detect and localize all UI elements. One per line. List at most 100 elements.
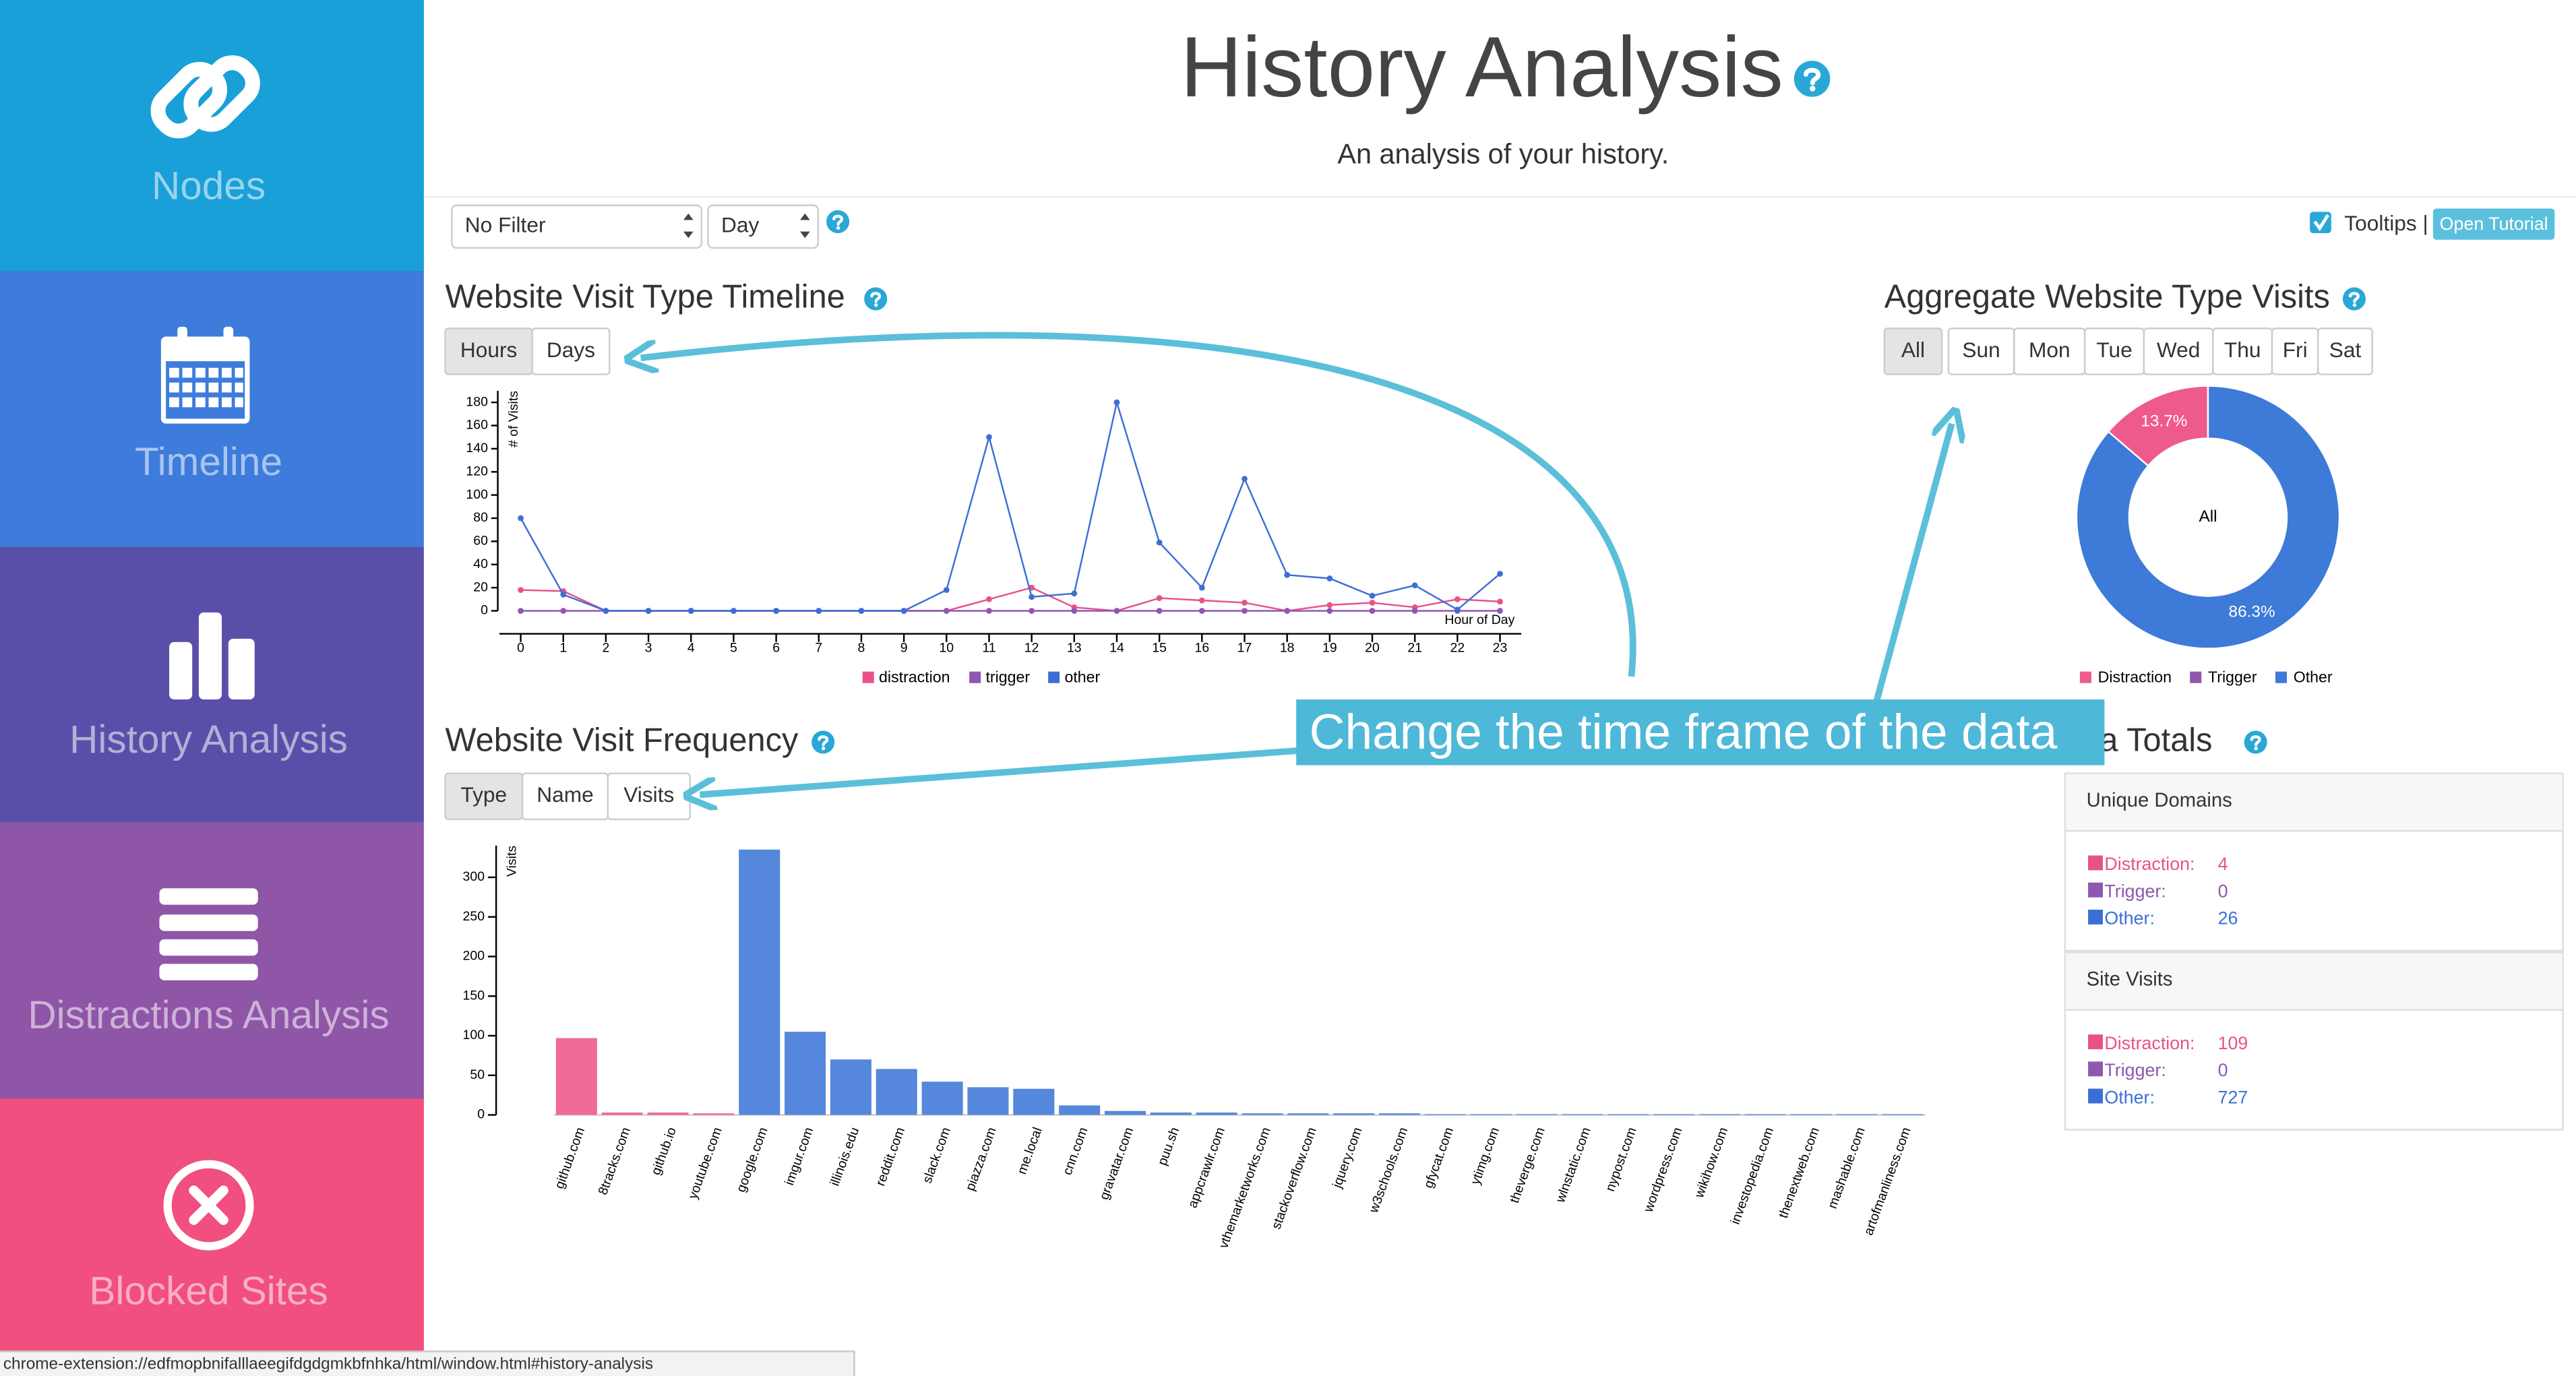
row-label: Trigger: (2104, 881, 2166, 901)
bar (1653, 1114, 1695, 1115)
x-tick-label: me.local (1014, 1125, 1045, 1177)
toggle-button-label[interactable]: Type (461, 782, 508, 807)
x-tick-label: gravatar.com (1097, 1125, 1136, 1201)
toggle-button[interactable] (531, 327, 611, 375)
x-tick-label: 8tracks.com (595, 1125, 634, 1197)
row-value: 0 (2218, 1060, 2228, 1080)
totals-panel-title: Unique Domains (2087, 790, 2232, 811)
nav-label[interactable]: History Analysis (69, 718, 348, 761)
nav-label[interactable]: Blocked Sites (89, 1270, 328, 1313)
nav-distractions[interactable] (0, 822, 424, 1100)
bar (1562, 1114, 1603, 1115)
x-tick-label: puu.sh (1155, 1125, 1182, 1168)
toggle-button-label[interactable]: Sat (2329, 338, 2362, 362)
help-icon[interactable] (864, 287, 887, 310)
row-label: Other: (2104, 1087, 2154, 1107)
x-tick-label: 16 (1194, 641, 1209, 656)
help-icon[interactable] (1794, 61, 1831, 97)
callout-arrow (641, 332, 1636, 677)
data-point (1198, 584, 1205, 591)
filter-select[interactable] (451, 204, 703, 249)
section-title: Website Visit Frequency (446, 722, 799, 758)
totals: Unique Domains Distraction: 4 Trigger: 0 Othe… (2064, 772, 2564, 1131)
tutorial-button[interactable] (2432, 208, 2555, 240)
bar (1882, 1114, 1924, 1115)
status-bar (0, 1350, 855, 1376)
toggle-button-label[interactable]: Tue (2096, 338, 2132, 362)
x-tick-label: gfycat.com (1421, 1125, 1456, 1190)
toggle-button-label[interactable]: Name (536, 782, 593, 807)
row-swatch (2088, 909, 2103, 925)
period-select[interactable] (707, 204, 820, 249)
toggle-button-label[interactable]: Mon (2029, 338, 2071, 362)
x-tick-label: artofmanliness.com (1861, 1125, 1913, 1237)
help-icon[interactable] (2343, 287, 2366, 310)
nav-blocked[interactable] (0, 1098, 424, 1376)
bar (601, 1113, 643, 1115)
data-point (1156, 595, 1163, 601)
slice-label: 86.3% (2229, 603, 2275, 621)
y-tick-label: 20 (473, 580, 488, 594)
toggle-button-label[interactable]: All (1901, 338, 1925, 362)
filter-value[interactable]: No Filter (465, 213, 546, 237)
toggle-button-label[interactable]: Wed (2157, 338, 2201, 362)
toggle-button-label[interactable]: Thu (2224, 338, 2261, 362)
help-icon[interactable] (811, 730, 834, 753)
link-icon (150, 55, 260, 139)
y-tick-label: 140 (466, 441, 488, 456)
x-tick-label: cnn.com (1060, 1125, 1091, 1177)
data-point (1113, 399, 1120, 406)
bar (693, 1113, 735, 1115)
row-swatch (2088, 882, 2103, 898)
x-tick-label: ytimg.com (1468, 1125, 1502, 1187)
series-line (520, 399, 1501, 612)
donut-slice (2075, 385, 2341, 650)
x-tick-label: 15 (1152, 641, 1167, 656)
callout-text: Change the time frame of the data (1310, 705, 2058, 759)
bar (921, 1082, 963, 1115)
toggle-button-label[interactable]: Visits (623, 782, 674, 807)
data-point (518, 608, 524, 614)
data-point (645, 608, 652, 614)
toggle-button-label[interactable]: Hours (460, 338, 517, 362)
data-point (1284, 608, 1291, 614)
tutorial-button-label[interactable]: Open Tutorial (2440, 214, 2548, 234)
legend-label: other (1065, 668, 1101, 685)
bar (1424, 1114, 1466, 1115)
row-swatch (2088, 1061, 2103, 1077)
donut-center-label: All (2199, 507, 2217, 526)
nav-nodes[interactable] (0, 0, 424, 273)
bar (1241, 1113, 1283, 1115)
period-value[interactable]: Day (721, 213, 759, 237)
toggle-button[interactable] (1883, 327, 1943, 375)
x-tick-label: 8 (858, 641, 865, 656)
x-tick-label: appcrawlr.com (1185, 1125, 1228, 1210)
help-icon[interactable] (826, 210, 849, 233)
toggle-button-label[interactable]: Fri (2283, 338, 2308, 362)
bar (739, 849, 780, 1115)
toggle-button-label[interactable]: Days (547, 338, 595, 362)
data-point (943, 608, 950, 614)
legend-label: trigger (986, 668, 1031, 685)
y-tick-label: 200 (463, 949, 485, 964)
toggle-button-label[interactable]: Sun (1962, 338, 2000, 362)
bar (830, 1059, 871, 1115)
x-tick-label: thenextweb.com (1776, 1125, 1822, 1220)
row-value: 727 (2218, 1087, 2248, 1107)
totals-panel-header (2066, 774, 2563, 830)
legend-swatch (2079, 671, 2091, 683)
x-tick-label: google.com (733, 1125, 770, 1194)
check-mark (2313, 214, 2330, 232)
x-tick-label: 0 (517, 641, 524, 656)
data-point (560, 608, 567, 614)
nav-label[interactable]: Timeline (135, 440, 282, 484)
toggle-button[interactable] (2317, 327, 2373, 375)
y-axis-label: # of Visits (506, 391, 521, 447)
help-icon[interactable] (2244, 730, 2267, 753)
nav-label[interactable]: Distractions Analysis (28, 993, 389, 1037)
x-axis-label: Hour of Day (1444, 613, 1514, 627)
nav-label[interactable]: Nodes (152, 164, 266, 208)
legend-label: Distraction (2098, 668, 2172, 685)
x-tick-label: 10 (939, 641, 954, 656)
